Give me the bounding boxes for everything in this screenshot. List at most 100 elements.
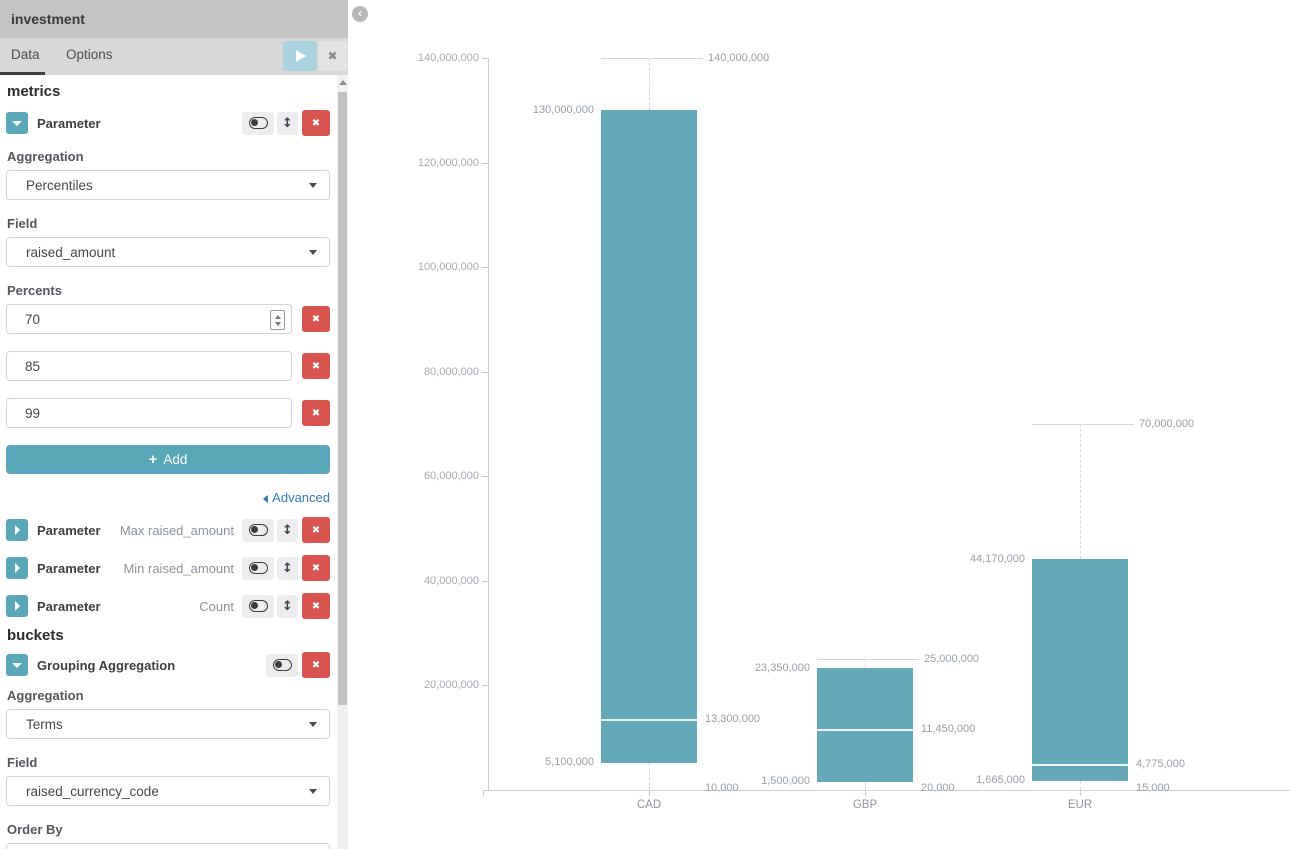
y-axis-tick <box>482 162 488 164</box>
category-label-CAD: CAD <box>636 799 662 811</box>
remove-agg-button[interactable]: ✖ <box>302 555 330 581</box>
sidebar-scrollbar[interactable] <box>337 75 348 849</box>
triangle-left-icon <box>263 494 269 503</box>
number-spinner[interactable] <box>270 310 285 330</box>
percent-row: ✖ <box>6 304 330 334</box>
boxplot-box-CAD[interactable] <box>601 110 697 764</box>
toggle-icon <box>248 117 268 129</box>
metric-parameter-row: Parameter ↕ ✖ <box>6 110 330 136</box>
advanced-link-label: Advanced <box>272 490 330 505</box>
disable-agg-toggle[interactable] <box>242 518 274 542</box>
order-by-label: Order By <box>7 822 63 837</box>
agg-summary: Count <box>199 598 234 614</box>
chevron-down-icon <box>309 249 317 255</box>
bucket-grouping-row: Grouping Aggregation ✖ <box>6 652 330 678</box>
whisker-bottom-cap <box>817 789 919 791</box>
boxplot-box-GBP[interactable] <box>817 667 913 783</box>
plus-icon: + <box>148 451 158 468</box>
aggregation-select[interactable]: Percentiles <box>6 170 330 200</box>
add-percent-button[interactable]: + Add <box>6 445 330 474</box>
value-label-max: 70,000,000 <box>1139 418 1195 430</box>
remove-agg-button[interactable]: ✖ <box>302 517 330 543</box>
collapse-sidebar-button[interactable]: ‹ <box>352 6 368 22</box>
value-label-p99: 44,170,000 <box>969 553 1025 566</box>
vis-editor-sidebar: investment Data Options ✖ metrics Parame… <box>0 0 348 849</box>
agg-title: Grouping Aggregation <box>37 657 176 673</box>
y-axis-tick <box>482 476 488 478</box>
whisker-top-cap <box>601 58 703 59</box>
percent-input-3[interactable] <box>6 398 292 428</box>
chevron-right-icon[interactable] <box>6 595 28 617</box>
chevron-down-icon <box>309 788 317 794</box>
active-tab-indicator <box>0 72 45 75</box>
category-label-EUR: EUR <box>1067 799 1093 811</box>
metric-parameter-row-max: Parameter Max raised_amount ↕ ✖ <box>6 517 330 543</box>
whisker-top-line <box>865 659 866 668</box>
chevron-right-icon[interactable] <box>6 557 28 579</box>
bucket-field-select[interactable]: raised_currency_code <box>6 776 330 806</box>
percent-input-2[interactable] <box>6 351 292 381</box>
median-line <box>1032 764 1128 767</box>
field-select[interactable]: raised_amount <box>6 237 330 267</box>
disable-agg-toggle[interactable] <box>242 556 274 580</box>
y-axis-tick-label: 120,000,000 <box>417 156 479 169</box>
chevron-right-icon[interactable] <box>6 519 28 541</box>
remove-agg-button[interactable]: ✖ <box>302 110 330 136</box>
order-by-select[interactable]: metric: Count <box>6 843 330 849</box>
bucket-aggregation-value: Terms <box>26 716 63 732</box>
value-label-min: 10,000 <box>705 781 739 794</box>
y-axis-tick-label: 80,000,000 <box>423 365 479 378</box>
page-title: investment <box>0 0 348 38</box>
chevron-down-icon[interactable] <box>6 654 28 676</box>
remove-percent-button[interactable]: ✖ <box>302 306 330 332</box>
reorder-agg-button[interactable]: ↕ <box>277 111 298 135</box>
y-axis-tick-label: 60,000,000 <box>423 470 479 483</box>
tab-options[interactable]: Options <box>65 47 113 62</box>
field-select-value: raised_amount <box>26 244 116 260</box>
triangle-up-icon <box>338 79 347 85</box>
value-label-p85: 13,300,000 <box>705 713 761 726</box>
reorder-agg-button[interactable]: ↕ <box>277 518 298 542</box>
disable-agg-toggle[interactable] <box>242 111 274 135</box>
median-line <box>817 729 913 732</box>
value-label-p99: 23,350,000 <box>754 661 810 674</box>
toggle-icon <box>248 524 268 536</box>
agg-title: Parameter <box>37 560 101 576</box>
field-label: Field <box>7 755 38 770</box>
reorder-agg-button[interactable]: ↕ <box>277 594 298 618</box>
disable-agg-toggle[interactable] <box>242 594 274 618</box>
whisker-top-line <box>1080 424 1081 560</box>
y-axis-tick <box>482 58 488 59</box>
x-axis-tick <box>483 790 484 796</box>
remove-percent-button[interactable]: ✖ <box>302 353 330 379</box>
discard-changes-button[interactable]: ✖ <box>318 41 347 71</box>
scrollbar-thumb[interactable] <box>338 92 347 705</box>
tab-data[interactable]: Data <box>11 47 40 62</box>
value-label-p85: 4,775,000 <box>1136 758 1185 771</box>
metric-parameter-row-min: Parameter Min raised_amount ↕ ✖ <box>6 555 330 581</box>
remove-agg-button[interactable]: ✖ <box>302 593 330 619</box>
value-label-p99: 130,000,000 <box>532 104 594 117</box>
y-axis-tick-label: 20,000,000 <box>423 679 479 692</box>
advanced-link[interactable]: Advanced <box>6 490 330 505</box>
scrollbar-up-button[interactable] <box>337 75 348 89</box>
reorder-agg-button[interactable]: ↕ <box>277 556 298 580</box>
chevron-down-icon[interactable] <box>6 112 28 134</box>
toggle-icon <box>272 659 292 671</box>
percent-row: ✖ <box>6 398 330 428</box>
disable-agg-toggle[interactable] <box>266 653 298 677</box>
percent-input-1[interactable] <box>6 304 292 334</box>
whisker-bottom-cap <box>1032 789 1134 791</box>
whisker-bottom-line <box>649 763 650 790</box>
boxplot-box-EUR[interactable] <box>1032 559 1128 782</box>
aggregation-select-value: Percentiles <box>26 177 93 193</box>
value-label-p70: 5,100,000 <box>545 756 594 769</box>
median-line <box>601 719 697 722</box>
apply-changes-button[interactable] <box>283 41 317 71</box>
y-axis-tick <box>482 267 488 269</box>
value-label-max: 25,000,000 <box>924 653 980 666</box>
bucket-aggregation-select[interactable]: Terms <box>6 709 330 739</box>
remove-agg-button[interactable]: ✖ <box>302 652 330 678</box>
y-axis-line <box>488 58 489 790</box>
remove-percent-button[interactable]: ✖ <box>302 400 330 426</box>
